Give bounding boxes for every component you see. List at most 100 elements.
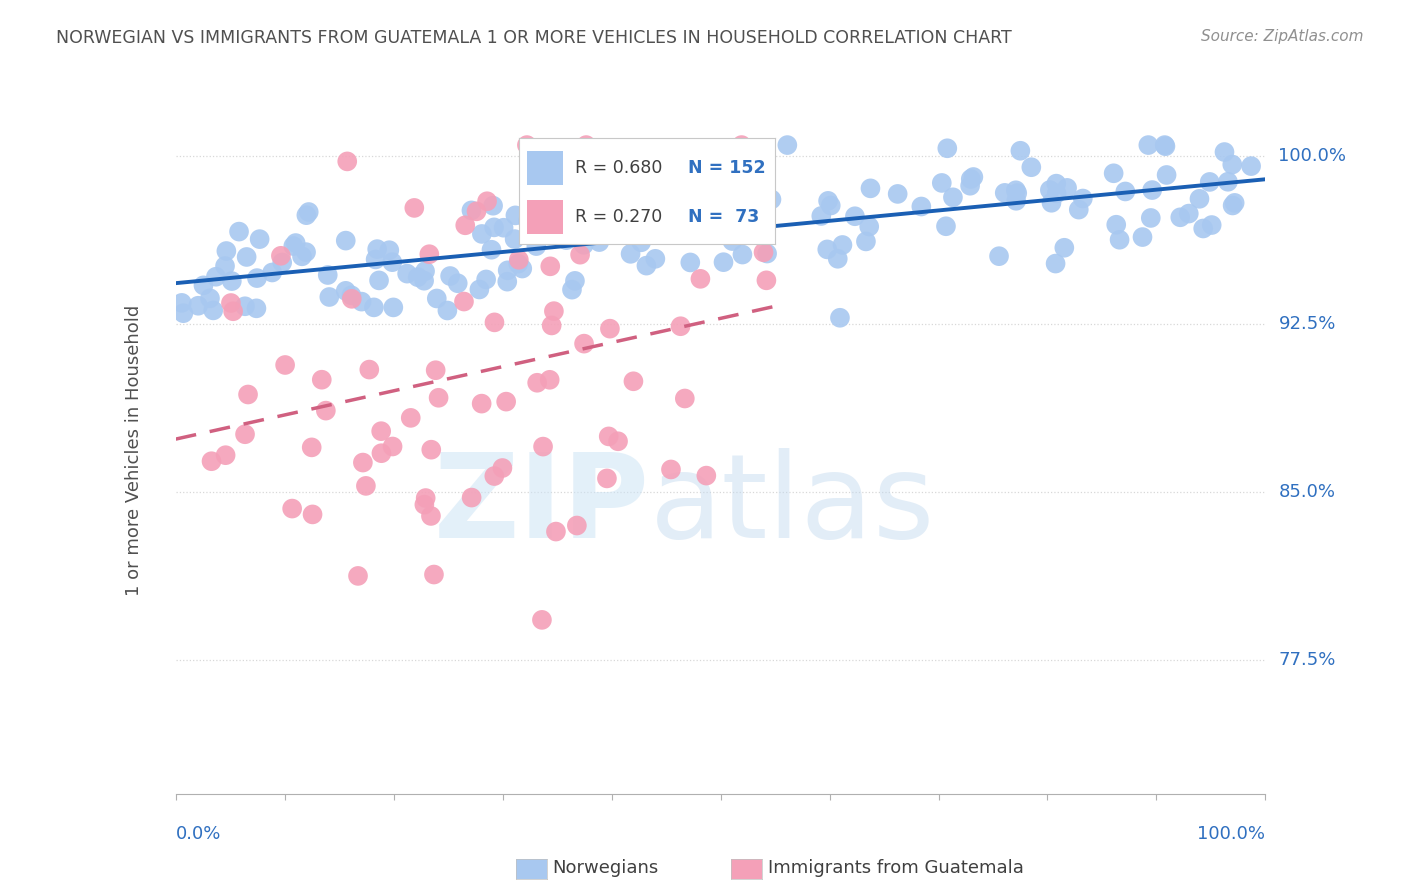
Point <box>1005 194 1028 208</box>
Point <box>214 259 236 273</box>
Point <box>202 303 225 318</box>
Point <box>350 294 373 309</box>
Point <box>219 296 242 310</box>
Point <box>274 358 297 372</box>
Point <box>855 235 877 249</box>
Point <box>516 138 538 153</box>
Point <box>703 192 725 206</box>
Point <box>1053 241 1076 255</box>
Point <box>311 373 333 387</box>
Point <box>1154 139 1177 153</box>
Point <box>540 318 562 333</box>
Point <box>283 239 305 253</box>
Point <box>364 252 387 267</box>
Point <box>170 296 193 310</box>
Point <box>1156 168 1178 182</box>
Point <box>1046 186 1069 201</box>
Point <box>1056 181 1078 195</box>
Point <box>381 440 404 454</box>
Point <box>718 222 741 236</box>
Point <box>1114 185 1136 199</box>
Point <box>172 306 194 320</box>
Point <box>491 461 513 475</box>
Point <box>886 186 908 201</box>
Point <box>1201 218 1223 232</box>
Point <box>831 238 853 252</box>
Point <box>582 196 605 211</box>
Point <box>730 138 752 153</box>
Point <box>481 243 503 257</box>
Point <box>598 429 620 443</box>
Point <box>572 336 595 351</box>
Point <box>484 315 506 329</box>
Point <box>544 524 567 539</box>
Point <box>936 141 959 155</box>
Point <box>454 219 477 233</box>
Point <box>475 272 498 286</box>
Point <box>505 208 527 222</box>
Point <box>508 257 530 271</box>
Point <box>519 225 541 239</box>
Point <box>543 304 565 318</box>
Point <box>817 194 839 208</box>
Point <box>1102 166 1125 180</box>
Point <box>381 255 404 269</box>
Point <box>301 441 323 455</box>
Point <box>1213 145 1236 159</box>
Point <box>396 267 419 281</box>
Point <box>1132 230 1154 244</box>
Text: 0.0%: 0.0% <box>176 825 221 843</box>
Point <box>496 275 519 289</box>
Point <box>460 203 482 218</box>
Point <box>994 186 1017 200</box>
Point <box>236 387 259 401</box>
Point <box>335 234 357 248</box>
Point <box>673 392 696 406</box>
Point <box>262 265 284 279</box>
Text: 92.5%: 92.5% <box>1278 315 1336 333</box>
Point <box>669 319 692 334</box>
Point <box>413 274 436 288</box>
Point <box>222 304 245 318</box>
Point <box>569 248 592 262</box>
Point <box>246 271 269 285</box>
Text: NORWEGIAN VS IMMIGRANTS FROM GUATEMALA 1 OR MORE VEHICLES IN HOUSEHOLD CORRELATI: NORWEGIAN VS IMMIGRANTS FROM GUATEMALA 1… <box>56 29 1012 46</box>
Point <box>962 169 984 184</box>
Point <box>404 201 426 215</box>
Point <box>1178 206 1201 220</box>
Point <box>382 301 405 315</box>
Point <box>695 468 717 483</box>
Point <box>363 301 385 315</box>
Point <box>471 227 494 241</box>
Point <box>1220 157 1243 171</box>
Point <box>1067 202 1090 217</box>
Point <box>484 469 506 483</box>
Point <box>347 569 370 583</box>
Point <box>475 194 498 209</box>
Point <box>318 290 340 304</box>
Point <box>295 208 318 222</box>
Point <box>1045 256 1067 270</box>
Point <box>988 249 1011 263</box>
Point <box>752 245 775 260</box>
Point <box>460 491 482 505</box>
Point <box>564 274 586 288</box>
Point <box>284 235 307 250</box>
Point <box>575 138 598 153</box>
Point <box>820 198 842 212</box>
Point <box>1139 211 1161 225</box>
Point <box>425 363 447 377</box>
Point <box>555 233 578 247</box>
Point <box>215 244 238 258</box>
Point <box>1040 195 1063 210</box>
Point <box>366 242 388 256</box>
Point <box>370 446 392 460</box>
Point <box>340 292 363 306</box>
Point <box>1222 198 1244 212</box>
Point <box>271 255 294 269</box>
Point <box>378 243 401 257</box>
Point <box>761 193 783 207</box>
Point <box>468 283 491 297</box>
Point <box>510 261 533 276</box>
Point <box>810 209 832 223</box>
